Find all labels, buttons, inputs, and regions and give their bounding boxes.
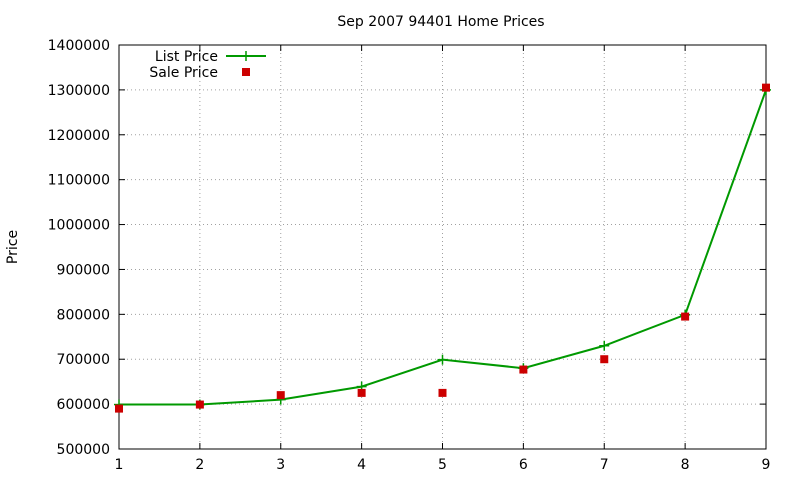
y-tick-label: 800000 <box>57 307 110 323</box>
x-tick-label: 7 <box>600 457 609 473</box>
data-point <box>115 404 123 413</box>
series-2 <box>115 83 770 413</box>
data-point <box>681 312 690 321</box>
data-point <box>519 365 528 374</box>
data-point <box>599 340 610 351</box>
data-point <box>437 354 448 365</box>
y-tick-label: 1100000 <box>48 173 110 189</box>
x-tick-label: 9 <box>762 457 771 473</box>
legend-label: Sale Price <box>149 65 218 81</box>
y-axis-label: Price <box>5 230 21 264</box>
x-tick-label: 2 <box>195 457 204 473</box>
legend-entry: List Price <box>155 49 266 65</box>
y-tick-label: 700000 <box>57 352 110 368</box>
axis-ticks: 500000 600000 700000 800000 900000 1000000 110… <box>48 38 771 473</box>
x-tick-label: 3 <box>276 457 285 473</box>
y-tick-label: 1000000 <box>48 218 110 234</box>
y-tick-label: 600000 <box>57 397 110 413</box>
series <box>114 83 771 413</box>
legend-marker <box>241 51 251 61</box>
x-tick-label: 8 <box>681 457 690 473</box>
y-tick-label: 1300000 <box>48 83 110 99</box>
data-point <box>762 83 770 92</box>
x-tick-label: 5 <box>438 457 447 473</box>
y-tick-label: 900000 <box>57 262 110 278</box>
y-tick-label: 1400000 <box>48 38 110 54</box>
plot-frame <box>118 44 767 450</box>
data-point <box>195 400 204 409</box>
data-point <box>438 388 447 397</box>
legend-marker <box>242 68 250 76</box>
data-point <box>357 388 366 397</box>
legend-entry: Sale Price <box>149 65 250 81</box>
x-tick-label: 4 <box>357 457 366 473</box>
x-tick-label: 6 <box>519 457 528 473</box>
data-point <box>276 391 285 400</box>
y-tick-label: 500000 <box>57 442 110 458</box>
legend-label: List Price <box>155 49 218 65</box>
x-tick-label: 1 <box>115 457 124 473</box>
grid <box>119 45 766 449</box>
chart-title: Sep 2007 94401 Home Prices <box>337 14 544 30</box>
y-tick-label: 1200000 <box>48 128 110 144</box>
data-point <box>600 355 609 364</box>
